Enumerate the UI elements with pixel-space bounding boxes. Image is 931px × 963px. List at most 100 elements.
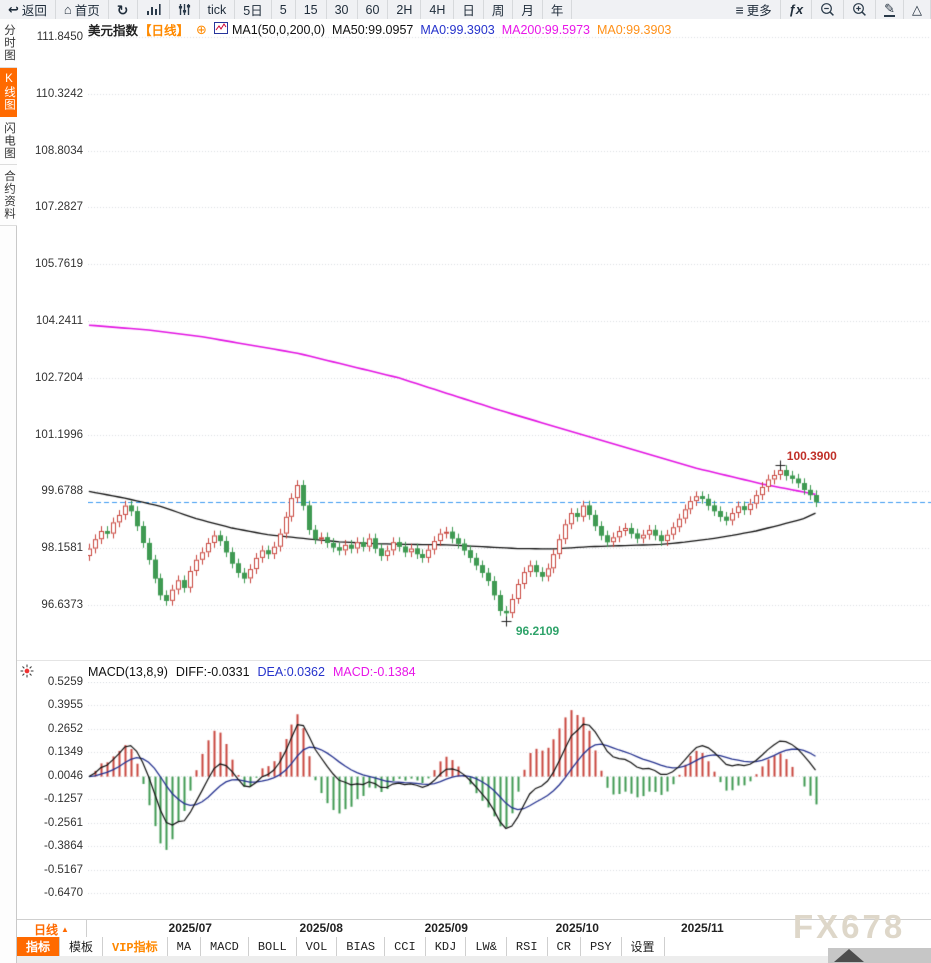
main-chart-canvas[interactable] <box>88 28 931 660</box>
macd-chart-canvas[interactable] <box>88 682 931 907</box>
toolbar-item-period-30[interactable]: 30 <box>327 0 358 19</box>
toolbar-item-period-week[interactable]: 周 <box>484 0 514 19</box>
macd-bar-value: MACD:-0.1384 <box>332 664 416 679</box>
toolbar-item-home[interactable]: ⌂ 首页 <box>56 0 109 19</box>
zoom-out-icon <box>820 2 835 17</box>
toolbar-item-period-60[interactable]: 60 <box>358 0 389 19</box>
chart-header: 美元指数 【日线】 ⊕ MA1(50,0,200,0) MA50:99.0957 M… <box>88 21 672 39</box>
x-axis-month-label: 2025/10 <box>555 921 599 935</box>
toolbar-item-period-5d[interactable]: 5日 <box>235 0 272 19</box>
macd-y-tick: -0.1257 <box>43 793 83 806</box>
symbol-name: 美元指数 <box>88 24 139 38</box>
x-axis-month-label: 2025/07 <box>168 921 212 935</box>
indicator-tab-KDJ[interactable]: KDJ <box>426 937 467 956</box>
indicator-settings-icon <box>178 3 191 16</box>
macd-y-tick: -0.5167 <box>43 863 83 876</box>
toolbar-item-label: tick <box>207 2 227 17</box>
collapse-up-icon: ▲ <box>61 924 69 934</box>
panel-separator <box>17 660 931 661</box>
macd-header: MACD(13,8,9) DIFF:-0.0331 DEA:0.0362 MAC… <box>88 664 416 679</box>
sidebar-item-合约资料[interactable]: 合约资料 <box>0 165 17 226</box>
indicator-tab-VIP指标[interactable]: VIP指标 <box>103 937 168 956</box>
period-selector-label: 日线 <box>34 922 59 937</box>
draw-icon: ✎ <box>884 1 895 17</box>
indicator-tab-指标[interactable]: 指标 <box>17 937 61 956</box>
toolbar-item-period-2h[interactable]: 2H <box>388 0 422 19</box>
bottom-strip <box>17 956 931 963</box>
ma200-value: MA200:99.5973 <box>501 22 590 37</box>
macd-y-tick: -0.2561 <box>43 816 83 829</box>
sidebar-item-闪电图[interactable]: 闪电图 <box>0 116 17 165</box>
toolbar-item-label: 首页 <box>74 4 100 18</box>
toolbar-item-chart-type[interactable] <box>138 0 170 19</box>
left-sidebar: 分时图 K线图 闪电图 合约资料 <box>0 19 17 963</box>
toolbar-item-period-month[interactable]: 月 <box>513 0 543 19</box>
indicator-tab-VOL[interactable]: VOL <box>297 937 338 956</box>
main-y-tick: 110.3242 <box>35 87 83 100</box>
toolbar-item-label: 2H <box>396 2 413 17</box>
main-y-tick: 98.1581 <box>41 542 83 555</box>
indicator-tab-LW&[interactable]: LW& <box>466 937 507 956</box>
low-annotation: 96.2109 <box>515 623 560 638</box>
toolbar-item-period-4h[interactable]: 4H <box>421 0 455 19</box>
toolbar-item-more[interactable]: ≡ 更多 <box>727 0 781 19</box>
toolbar-item-label: 年 <box>550 4 564 18</box>
toolbar-item-zoom-in[interactable] <box>844 0 877 19</box>
indicator-tab-模板[interactable]: 模板 <box>60 937 104 956</box>
refresh-icon: ↻ <box>116 1 129 18</box>
more-icon: ≡ <box>735 1 744 18</box>
toolbar-item-indicator-settings[interactable] <box>170 0 200 19</box>
toolbar-item-label: 更多 <box>746 4 772 18</box>
toolbar-item-label: 日 <box>462 4 475 18</box>
toolbar-item-period-tick[interactable]: tick <box>200 0 236 19</box>
indicator-tab-MACD[interactable]: MACD <box>201 937 249 956</box>
indicator-tab-PSY[interactable]: PSY <box>581 937 622 956</box>
indicator-tab-bar: 指标 模板 VIP指标 MA MACD BOLL VOL BIAS CCI KDJ LW& RSI CR… <box>17 937 931 957</box>
indicator-tab-BIAS[interactable]: BIAS <box>337 937 386 956</box>
indicator-tab-RSI[interactable]: RSI <box>507 937 548 956</box>
toolbar-item-draw[interactable]: ✎ <box>876 0 904 19</box>
mini-chart-icon[interactable] <box>213 22 228 37</box>
toolbar-item-back[interactable]: ↩ 返回 <box>0 0 56 19</box>
macd-y-tick: 0.0046 <box>47 769 83 782</box>
toolbar-item-label: 5日 <box>243 4 263 18</box>
scrollbar-handle[interactable] <box>828 948 931 963</box>
main-y-tick: 105.7619 <box>35 258 83 271</box>
toolbar-item-label: 周 <box>491 4 505 18</box>
toolbar-spacer <box>572 0 727 19</box>
chart-area: 美元指数 【日线】 ⊕ MA1(50,0,200,0) MA50:99.0957 M… <box>17 19 931 963</box>
indicator-tab-MA[interactable]: MA <box>168 937 202 956</box>
macd-settings-icon[interactable] <box>20 664 34 678</box>
sidebar-item-K线图[interactable]: K线图 <box>0 67 17 117</box>
x-axis-month-label: 2025/08 <box>299 921 343 935</box>
top-toolbar: ↩ 返回 ⌂ 首页 ↻ tick 5日 5 15 30 60 2H 4H 日周月年 ≡ 更多 ƒx ✎ △ <box>0 0 931 20</box>
macd-title: MACD(13,8,9) <box>88 664 168 679</box>
toolbar-item-label: 15 <box>303 2 318 17</box>
toolbar-item-refresh[interactable]: ↻ <box>109 0 138 19</box>
toolbar-item-label: 60 <box>365 2 380 17</box>
indicator-tab-CCI[interactable]: CCI <box>385 937 426 956</box>
toolbar-item-fx[interactable]: ƒx <box>781 0 813 19</box>
toolbar-item-period-15[interactable]: 15 <box>296 0 327 19</box>
indicator-tab-BOLL[interactable]: BOLL <box>249 937 297 956</box>
toolbar-item-zoom-out[interactable] <box>812 0 845 19</box>
ma0-orange-value: MA0:99.3903 <box>596 22 672 37</box>
toolbar-item-period-year[interactable]: 年 <box>543 0 573 19</box>
period-selector[interactable]: 日线 ▲ <box>17 920 87 938</box>
indicator-tab-CR[interactable]: CR <box>548 937 581 956</box>
macd-y-tick: 0.1349 <box>47 746 83 759</box>
sidebar-item-分时图[interactable]: 分时图 <box>0 19 17 68</box>
add-compare-icon[interactable]: ⊕ <box>196 21 207 37</box>
main-y-tick: 102.7204 <box>35 371 83 384</box>
x-axis-month-label: 2025/09 <box>424 921 468 935</box>
home-icon: ⌂ <box>63 2 72 17</box>
shape-icon: △ <box>912 2 922 17</box>
fx-icon: ƒx <box>788 2 804 17</box>
toolbar-item-period-day[interactable]: 日 <box>454 0 484 19</box>
toolbar-item-period-5[interactable]: 5 <box>272 0 296 19</box>
macd-dea-value: DEA:0.0362 <box>257 664 325 679</box>
x-axis-strip: 日线 ▲ 2025/07 2025/08 2025/09 2025/10 2025/11 <box>17 919 931 939</box>
toolbar-item-shape[interactable]: △ <box>904 0 931 19</box>
indicator-tab-设置[interactable]: 设置 <box>622 937 665 956</box>
